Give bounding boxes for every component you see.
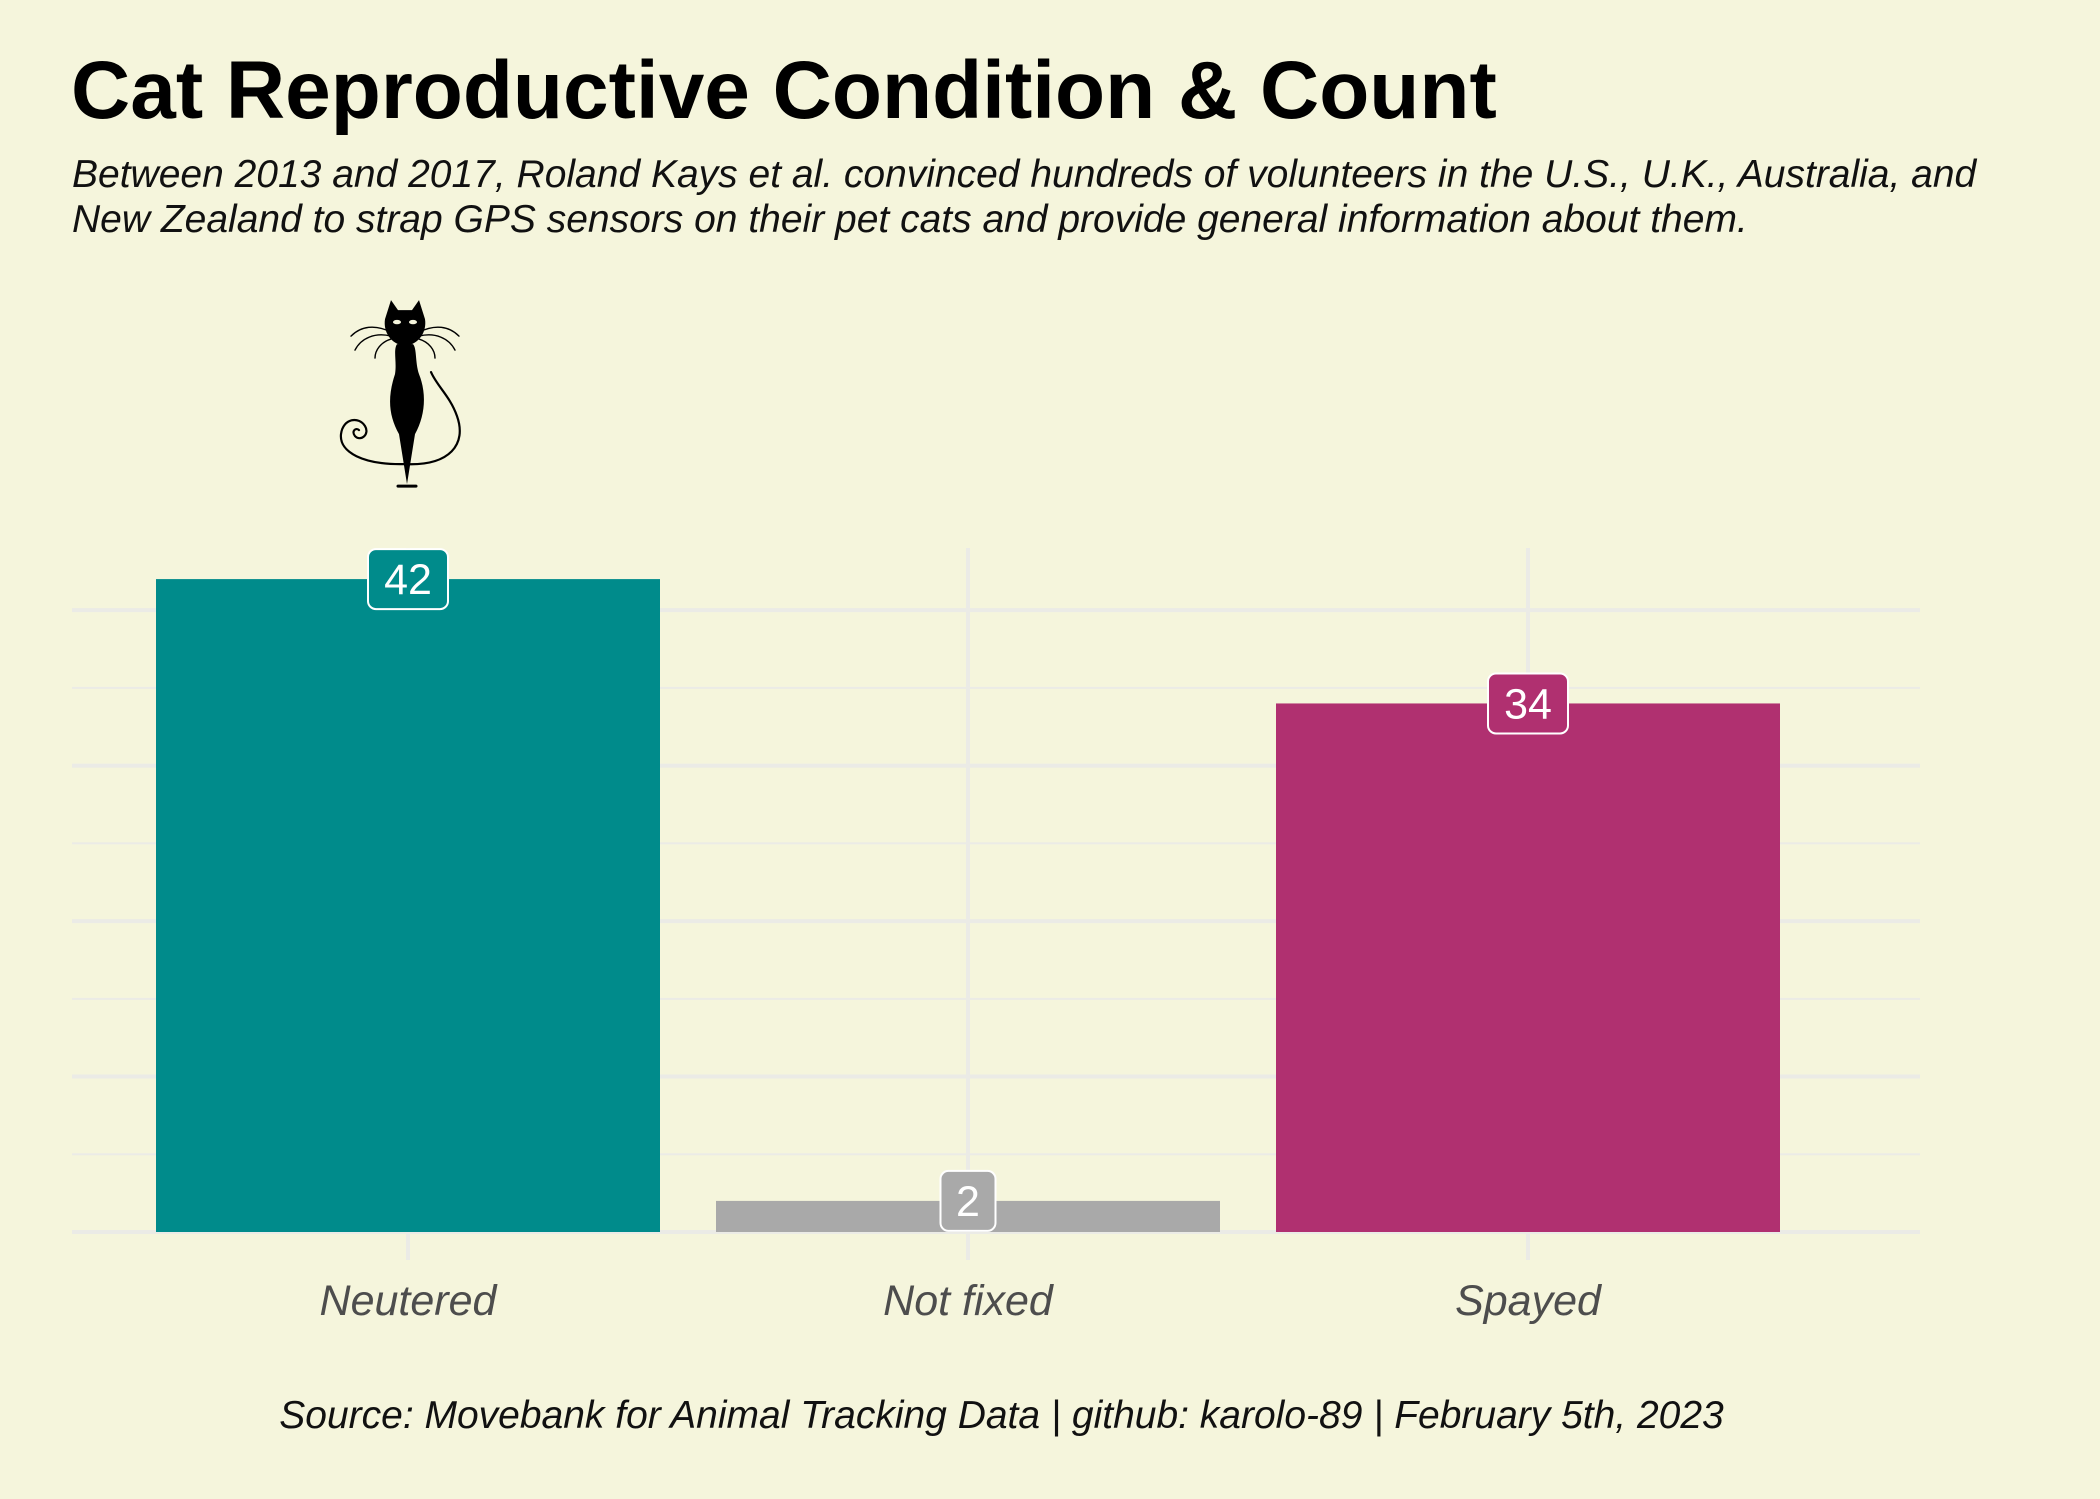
data-label: 42 [384, 556, 432, 604]
data-label-box [1487, 672, 1569, 735]
chart-caption: Source: Movebank for Animal Tracking Dat… [279, 1394, 1724, 1437]
bar-neutered [156, 579, 660, 1232]
data-label: 2 [956, 1178, 980, 1226]
data-labels: 42 2 34 [367, 548, 1569, 1232]
cat-icon [339, 300, 461, 488]
x-tick-label: Not fixed [883, 1277, 1055, 1325]
data-label-box [939, 1169, 997, 1232]
chart-title: Cat Reproductive Condition & Count [71, 45, 1497, 136]
bar-spayed [1276, 703, 1780, 1232]
bars [156, 579, 1780, 1232]
data-label: 34 [1504, 680, 1552, 728]
x-tick-label: Neutered [320, 1277, 499, 1325]
data-label-box [367, 548, 449, 611]
x-tick-label: Spayed [1455, 1277, 1603, 1325]
chart-subtitle: Between 2013 and 2017, Roland Kays et al… [72, 153, 1977, 241]
x-axis-tick-labels: Neutered Not fixed Spayed [320, 1277, 1603, 1325]
